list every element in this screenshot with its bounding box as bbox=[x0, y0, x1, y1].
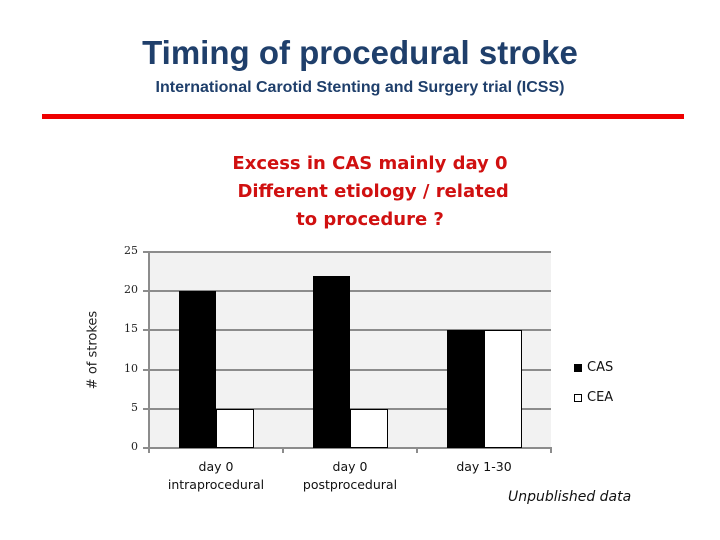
y-tick-mark bbox=[143, 290, 149, 293]
gridline bbox=[149, 251, 551, 253]
y-axis-title: # of strokes bbox=[85, 310, 101, 390]
gridline bbox=[149, 290, 551, 293]
y-axis bbox=[148, 252, 150, 451]
cea-swatch-icon bbox=[574, 393, 582, 402]
legend-label: CEA bbox=[587, 390, 614, 405]
slide-title: Timing of procedural stroke bbox=[142, 34, 578, 71]
legend-item-cas: CAS bbox=[574, 360, 613, 375]
y-tick-label: 15 bbox=[124, 322, 138, 336]
footnote: Unpublished data bbox=[508, 489, 632, 505]
x-category-label: day 1-30 bbox=[456, 459, 512, 474]
y-tick-label: 5 bbox=[131, 400, 138, 414]
bar-cas bbox=[446, 330, 484, 448]
y-tick-mark bbox=[143, 407, 149, 410]
y-tick-mark bbox=[143, 447, 149, 449]
bar-cas bbox=[178, 291, 216, 448]
bar-cea bbox=[216, 408, 254, 448]
title-divider bbox=[42, 114, 684, 119]
x-tick-mark bbox=[282, 448, 284, 453]
gridline bbox=[149, 329, 551, 332]
y-tick-mark bbox=[143, 368, 149, 371]
y-tick-label: 25 bbox=[124, 244, 138, 257]
bar-cea bbox=[484, 330, 522, 448]
y-tick-label: 10 bbox=[124, 361, 138, 375]
x-axis bbox=[143, 447, 552, 449]
x-category-label: day 0 intraprocedural bbox=[167, 459, 265, 492]
cas-swatch-icon bbox=[574, 363, 582, 372]
x-category-label: day 0 postprocedural bbox=[302, 459, 398, 492]
legend-item-cea: CEA bbox=[574, 390, 613, 405]
x-tick-mark bbox=[416, 448, 418, 453]
bar-cas bbox=[312, 275, 350, 448]
y-tick-label: 0 bbox=[131, 440, 138, 453]
callout-line: Different etiology / related bbox=[231, 181, 509, 202]
legend-label: CAS bbox=[587, 360, 614, 375]
callout-line: to procedure ? bbox=[296, 209, 444, 230]
x-tick-mark bbox=[148, 448, 150, 453]
callout-line: Excess in CAS mainly day 0 bbox=[232, 153, 508, 174]
y-tick-mark bbox=[143, 251, 149, 253]
callout-text: Excess in CAS mainly day 0 Different eti… bbox=[180, 150, 560, 234]
y-tick-label: 20 bbox=[124, 283, 138, 297]
x-tick-mark bbox=[550, 448, 552, 453]
y-tick-mark bbox=[143, 329, 149, 332]
bar-cea bbox=[350, 408, 388, 448]
slide-subtitle: International Carotid Stenting and Surge… bbox=[155, 79, 565, 96]
gridline bbox=[149, 368, 551, 371]
